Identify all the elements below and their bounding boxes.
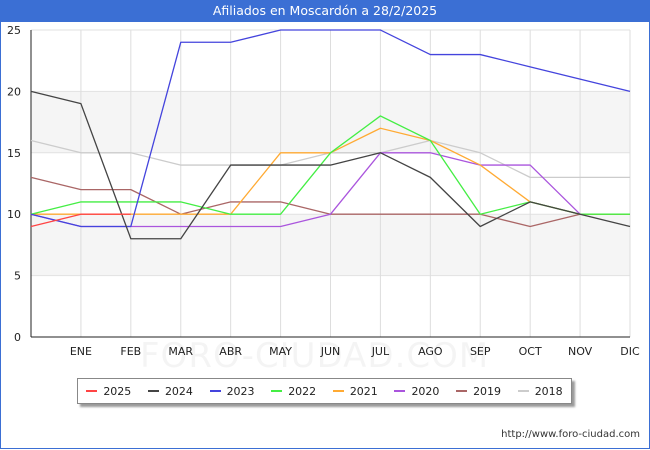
legend-item-2023: 2023: [209, 384, 255, 398]
legend-label: 2019: [473, 384, 502, 398]
legend-swatch: [332, 390, 344, 392]
watermark: FORO-CIUDAD.COM: [140, 336, 489, 376]
y-tick-label: 5: [14, 270, 21, 283]
legend-swatch: [86, 390, 98, 392]
series-line-2023: [30, 29, 631, 228]
x-tick-label: AGO: [418, 345, 443, 358]
legend-label: 2018: [534, 384, 563, 398]
legend-swatch: [209, 390, 221, 392]
x-tick-label: OCT: [519, 345, 542, 358]
x-tick-label: SEP: [470, 345, 491, 358]
legend: 2025 2024 2023 2022 2021 2020 2019 2018: [77, 378, 572, 404]
legend-item-2022: 2022: [271, 385, 316, 398]
legend-label: 2024: [164, 384, 193, 398]
y-tick-label: 25: [7, 24, 21, 37]
y-tick-label: 0: [14, 331, 21, 344]
legend-label: 2022: [288, 384, 317, 398]
legend-swatch: [147, 390, 159, 392]
x-tick-label: NOV: [568, 345, 593, 358]
legend-item-2021: 2021: [332, 384, 378, 398]
x-tick-label: DIC: [620, 345, 640, 358]
legend-label: 2023: [226, 384, 255, 398]
series-line-2025: [30, 213, 131, 228]
legend-swatch: [394, 390, 406, 392]
legend-label: 2025: [103, 384, 132, 398]
legend-item-2020: 2020: [394, 385, 439, 398]
x-tick-label: ABR: [219, 345, 242, 358]
series-line-2024: [30, 90, 631, 240]
legend-swatch: [517, 390, 529, 392]
legend-item-2025: 2025: [86, 385, 131, 398]
legend-item-2019: 2019: [456, 385, 501, 398]
legend-swatch: [456, 390, 468, 392]
x-tick-label: MAY: [269, 345, 292, 358]
x-tick-label: JUL: [371, 345, 390, 358]
legend-item-2024: 2024: [147, 384, 193, 398]
legend-item-2018: 2018: [517, 384, 563, 398]
x-tick-label: MAR: [168, 345, 193, 358]
y-tick-label: 20: [7, 85, 21, 98]
x-tick-label: JUN: [320, 345, 341, 358]
chart-title: Afiliados en Moscardón a 28/2/2025: [0, 0, 650, 22]
y-tick-label: 10: [7, 208, 21, 221]
legend-label: 2020: [411, 384, 440, 398]
source-url[interactable]: http://www.foro-ciudad.com: [501, 429, 640, 440]
x-tick-label: FEB: [120, 345, 141, 358]
y-tick-label: 15: [7, 147, 21, 160]
legend-swatch: [271, 390, 283, 392]
x-tick-label: ENE: [70, 345, 92, 358]
legend-label: 2021: [349, 384, 378, 398]
